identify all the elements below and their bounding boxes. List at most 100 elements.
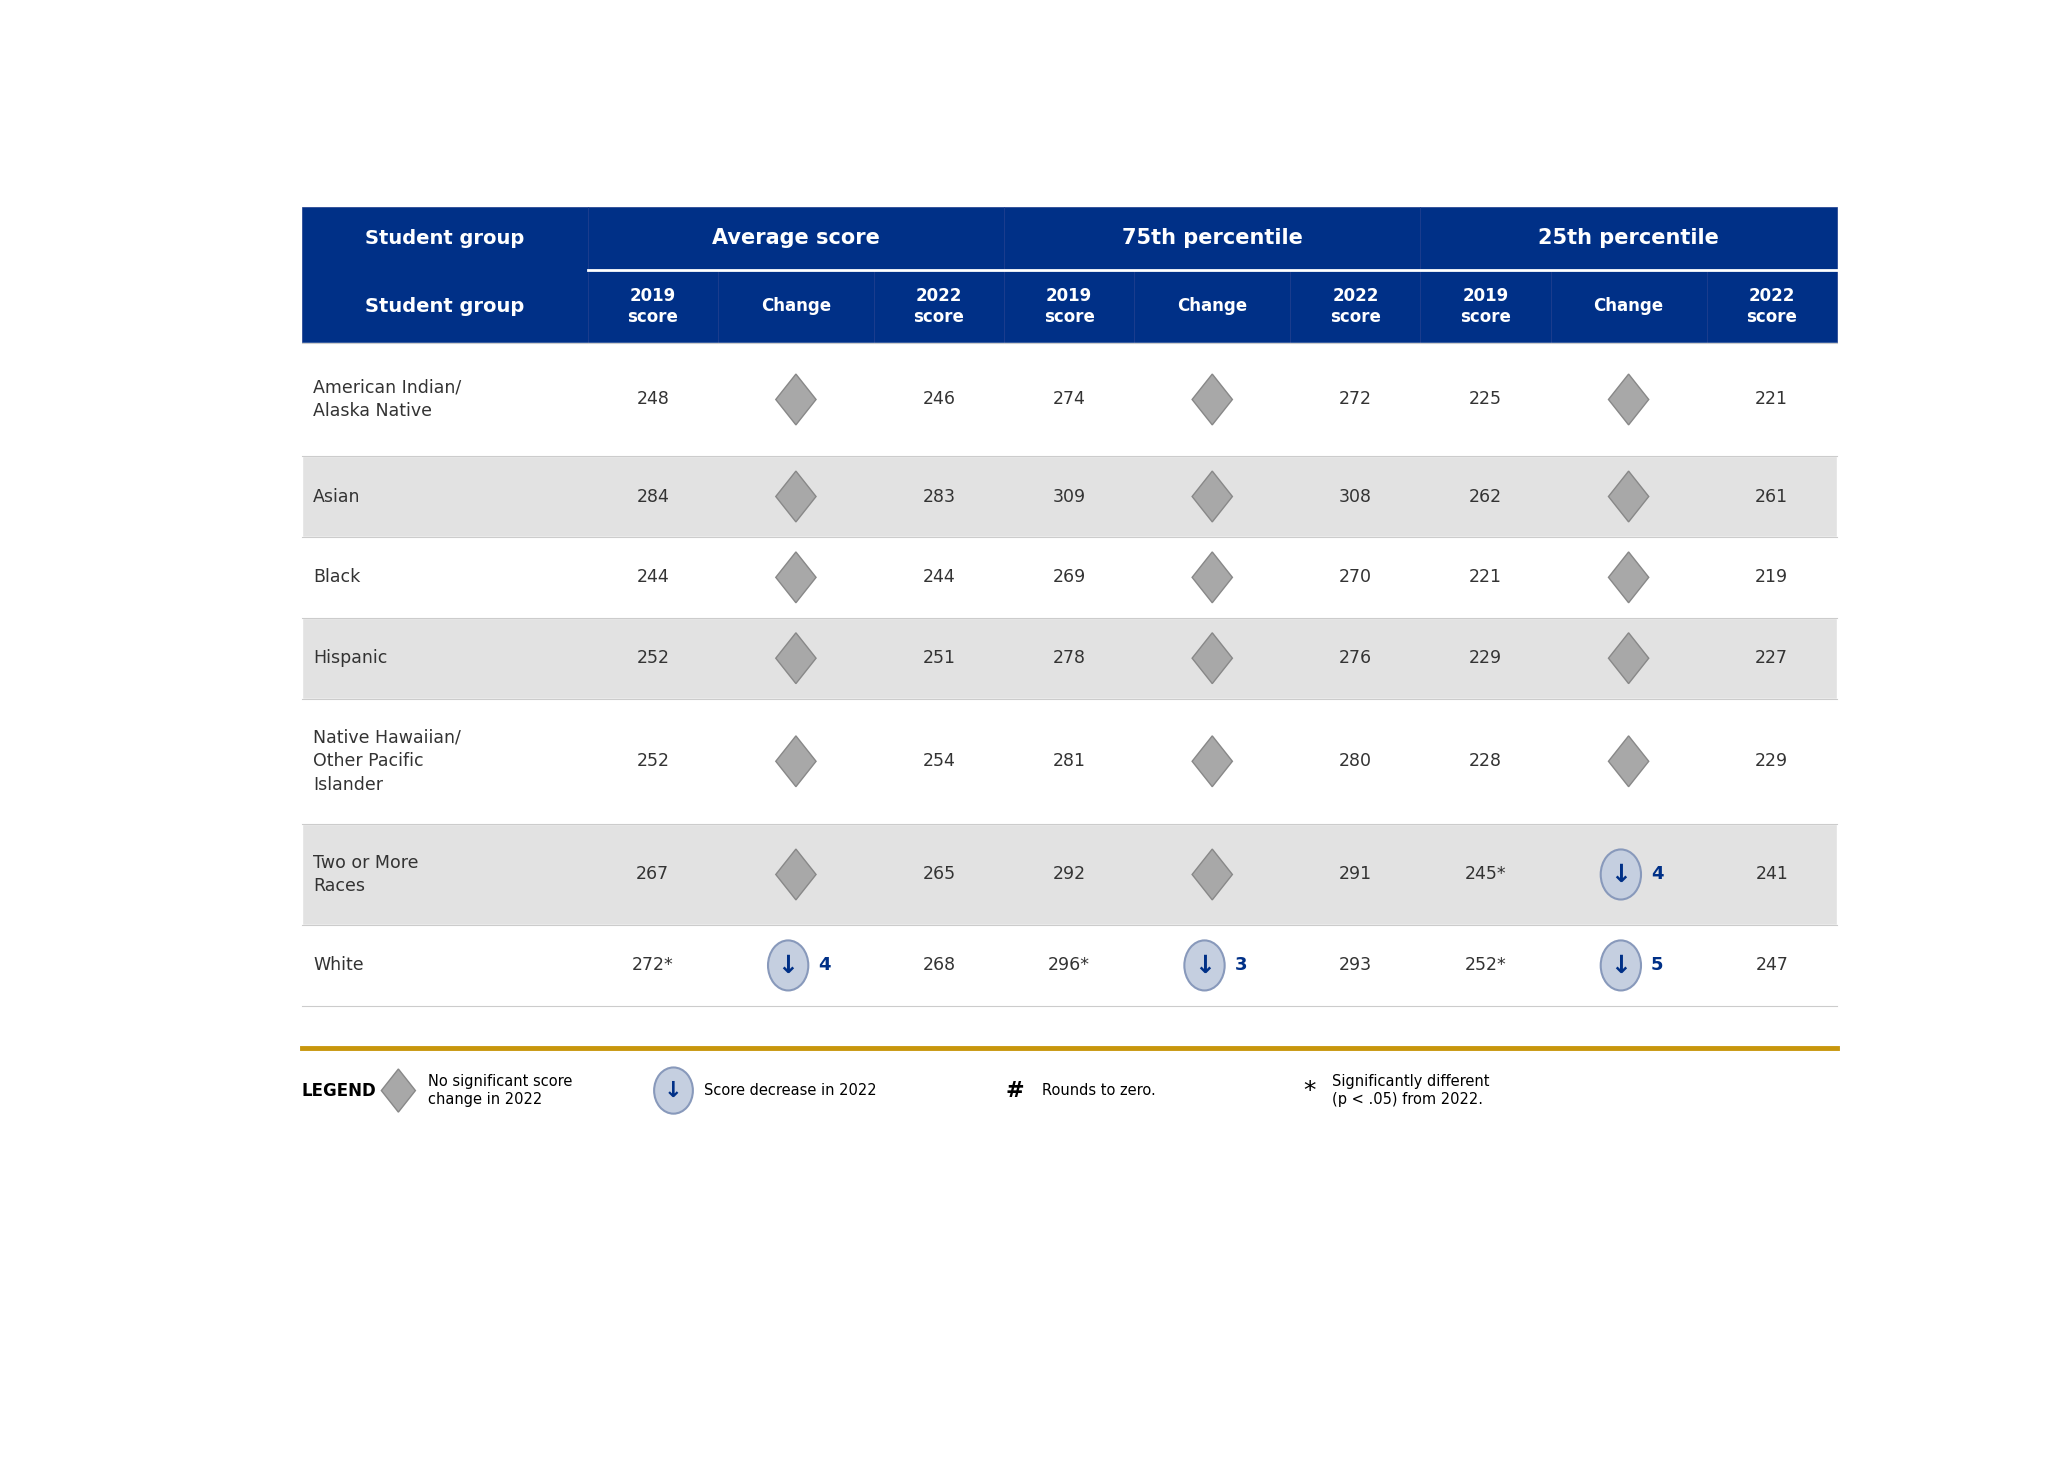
Text: 268: 268 — [922, 957, 955, 974]
Bar — [588, 270, 719, 343]
Text: No significant score
change in 2022: No significant score change in 2022 — [429, 1074, 572, 1108]
Text: American Indian/
Alaska Native: American Indian/ Alaska Native — [313, 378, 462, 420]
Text: 228: 228 — [1468, 753, 1501, 771]
Bar — [1004, 207, 1421, 270]
Text: 252: 252 — [636, 649, 669, 667]
Bar — [874, 270, 1004, 343]
Text: 308: 308 — [1338, 488, 1371, 505]
Text: 281: 281 — [1052, 753, 1085, 771]
Bar — [302, 699, 1837, 823]
Polygon shape — [777, 472, 816, 522]
Polygon shape — [777, 735, 816, 787]
Bar — [302, 538, 1837, 618]
Text: Student group: Student group — [364, 229, 524, 248]
Text: Significantly different
(p < .05) from 2022.: Significantly different (p < .05) from 2… — [1332, 1074, 1489, 1108]
Bar — [719, 270, 874, 343]
Text: White: White — [313, 957, 364, 974]
Text: 2022
score: 2022 score — [1330, 287, 1381, 325]
Text: 278: 278 — [1052, 649, 1085, 667]
Polygon shape — [777, 374, 816, 425]
Text: 246: 246 — [922, 391, 955, 409]
Polygon shape — [1609, 472, 1649, 522]
Text: Rounds to zero.: Rounds to zero. — [1042, 1083, 1156, 1099]
Polygon shape — [777, 552, 816, 602]
Text: Change: Change — [760, 297, 830, 315]
Polygon shape — [1193, 552, 1232, 602]
Text: 4: 4 — [1651, 866, 1663, 883]
Polygon shape — [1193, 735, 1232, 787]
Polygon shape — [1609, 374, 1649, 425]
Text: 269: 269 — [1052, 568, 1085, 586]
Text: 229: 229 — [1754, 753, 1787, 771]
Bar — [302, 618, 1837, 699]
Text: Two or More
Races: Two or More Races — [313, 854, 418, 895]
Text: 265: 265 — [922, 866, 955, 883]
Text: 283: 283 — [922, 488, 955, 505]
Text: 244: 244 — [924, 568, 955, 586]
Text: ↓: ↓ — [1195, 954, 1216, 977]
Text: 254: 254 — [922, 753, 955, 771]
Text: 309: 309 — [1052, 488, 1085, 505]
Text: Change: Change — [1593, 297, 1663, 315]
Text: 262: 262 — [1468, 488, 1501, 505]
Text: 229: 229 — [1468, 649, 1501, 667]
Text: 280: 280 — [1338, 753, 1371, 771]
Text: 296*: 296* — [1048, 957, 1089, 974]
Ellipse shape — [1185, 941, 1224, 990]
Text: Change: Change — [1176, 297, 1247, 315]
Polygon shape — [1193, 850, 1232, 900]
Text: 245*: 245* — [1464, 866, 1506, 883]
Ellipse shape — [1601, 941, 1640, 990]
Bar — [302, 456, 1837, 538]
Text: 267: 267 — [636, 866, 669, 883]
Text: 227: 227 — [1756, 649, 1787, 667]
Text: 4: 4 — [818, 957, 830, 974]
Text: 270: 270 — [1338, 568, 1371, 586]
Ellipse shape — [768, 941, 808, 990]
Text: 2019
score: 2019 score — [1460, 287, 1512, 325]
Polygon shape — [1193, 633, 1232, 684]
Text: 2022
score: 2022 score — [1746, 287, 1798, 325]
Polygon shape — [1193, 374, 1232, 425]
Bar — [1551, 270, 1707, 343]
Text: LEGEND: LEGEND — [302, 1081, 377, 1100]
Ellipse shape — [1601, 850, 1640, 900]
Polygon shape — [777, 850, 816, 900]
Bar — [1421, 207, 1837, 270]
Text: 244: 244 — [636, 568, 669, 586]
Text: 221: 221 — [1756, 391, 1787, 409]
Text: 5: 5 — [1651, 957, 1663, 974]
Text: 252*: 252* — [1464, 957, 1506, 974]
Text: 261: 261 — [1754, 488, 1787, 505]
Bar — [302, 343, 1837, 456]
Text: ↓: ↓ — [779, 954, 799, 977]
Text: Student group: Student group — [364, 297, 524, 316]
Text: 276: 276 — [1338, 649, 1371, 667]
Bar — [1290, 270, 1421, 343]
Text: 241: 241 — [1756, 866, 1787, 883]
Text: 2019
score: 2019 score — [628, 287, 677, 325]
Text: 219: 219 — [1754, 568, 1787, 586]
Bar — [302, 823, 1837, 924]
Polygon shape — [1609, 735, 1649, 787]
Text: 2022
score: 2022 score — [913, 287, 965, 325]
Text: Black: Black — [313, 568, 360, 586]
Text: 292: 292 — [1052, 866, 1085, 883]
Text: 247: 247 — [1756, 957, 1787, 974]
Text: *: * — [1303, 1078, 1315, 1103]
Text: ↓: ↓ — [1611, 863, 1632, 886]
Text: Average score: Average score — [712, 229, 880, 248]
Polygon shape — [1193, 472, 1232, 522]
Text: 225: 225 — [1468, 391, 1501, 409]
Text: 274: 274 — [1052, 391, 1085, 409]
Text: ↓: ↓ — [665, 1081, 683, 1100]
Text: Asian: Asian — [313, 488, 360, 505]
Polygon shape — [381, 1069, 416, 1112]
Text: 25th percentile: 25th percentile — [1539, 229, 1719, 248]
Text: 3: 3 — [1234, 957, 1247, 974]
Bar — [588, 207, 1004, 270]
Text: ↓: ↓ — [1611, 954, 1632, 977]
Bar — [1707, 270, 1837, 343]
Text: Hispanic: Hispanic — [313, 649, 387, 667]
Text: 291: 291 — [1338, 866, 1371, 883]
